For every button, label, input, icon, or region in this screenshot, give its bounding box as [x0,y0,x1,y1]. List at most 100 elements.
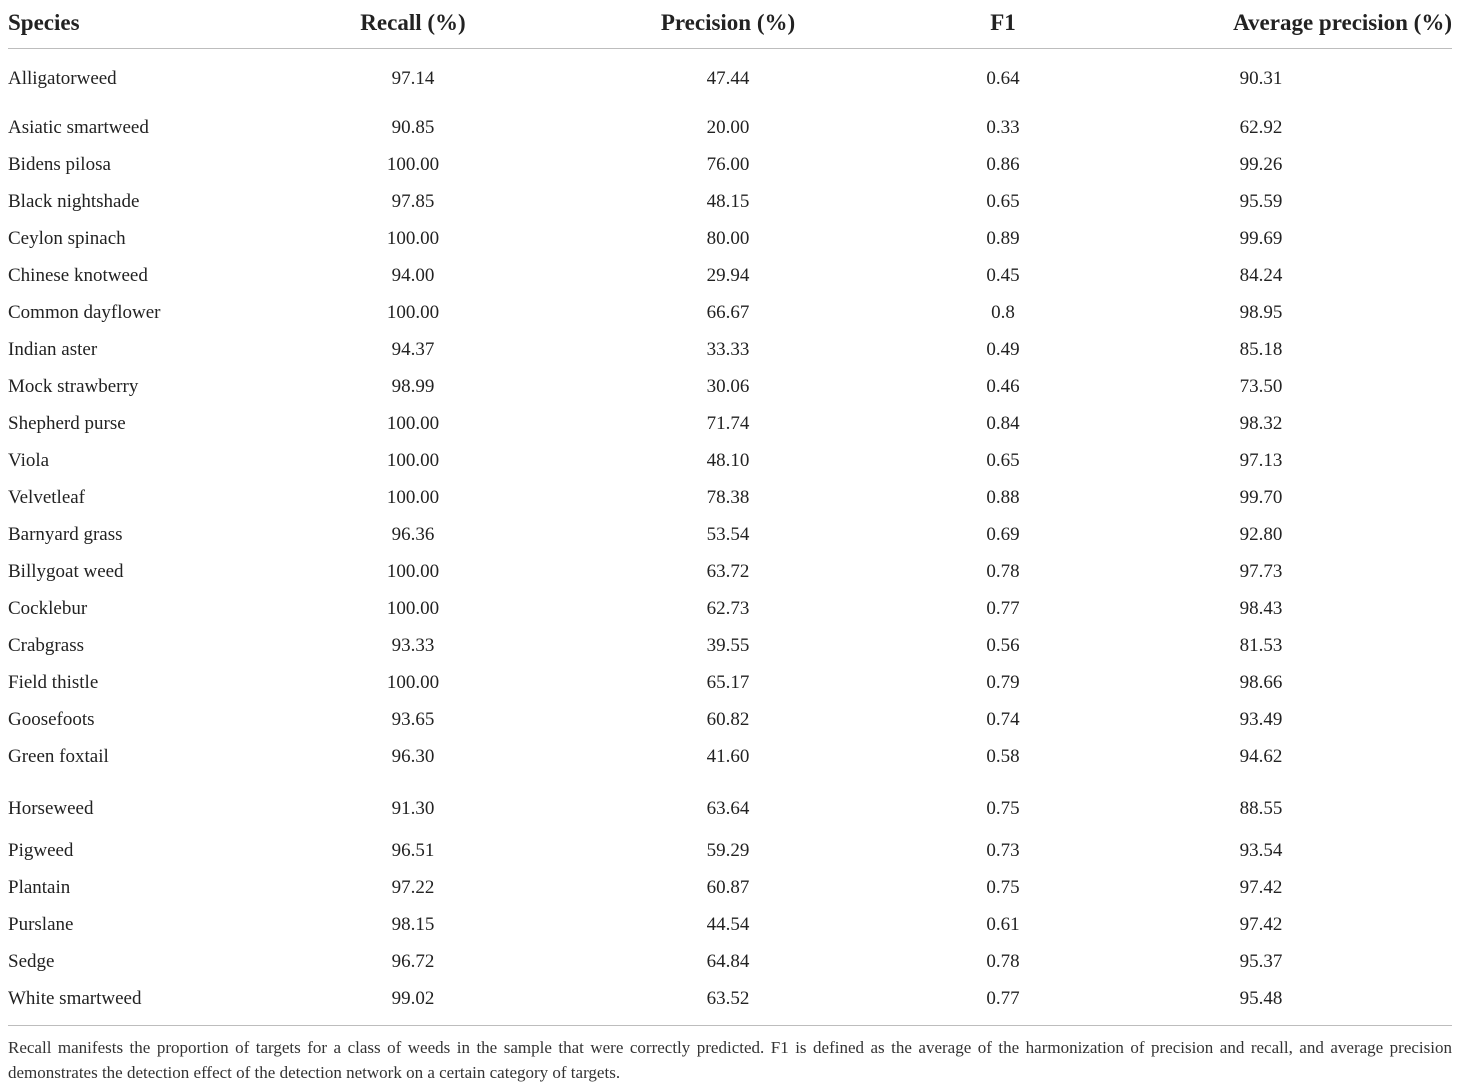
cell-f1: 0.65 [986,190,1020,212]
cell-average-precision: 99.26 [1239,153,1283,175]
table-row: Goosefoots 93.65 60.82 0.74 93.49 [8,701,1452,738]
cell-recall: 99.02 [391,988,435,1009]
cell-recall: 98.99 [391,375,435,397]
cell-precision: 63.72 [706,560,750,582]
cell-recall: 96.30 [391,745,435,767]
table-row: Viola 100.00 48.10 0.65 97.13 [8,442,1452,479]
cell-average-precision: 94.62 [1239,745,1283,767]
results-table: Species Recall (%) Precision (%) F1 Aver… [8,0,1452,1018]
cell-precision: 78.38 [706,486,750,508]
cell-average-precision: 92.80 [1239,523,1283,545]
cell-f1: 0.46 [986,375,1020,397]
cell-species: Bidens pilosa [8,153,111,175]
cell-f1: 0.58 [986,745,1020,767]
cell-species: Chinese knotweed [8,264,148,286]
cell-precision: 39.55 [706,634,750,656]
cell-average-precision: 98.95 [1239,301,1283,323]
cell-species: Velvetleaf [8,486,86,508]
header-f1: F1 [936,0,1070,49]
cell-species: Billygoat weed [8,560,124,582]
cell-species: Viola [8,449,50,471]
table-row: Black nightshade 97.85 48.15 0.65 95.59 [8,183,1452,220]
cell-recall: 96.51 [391,839,435,861]
cell-f1: 0.65 [986,449,1020,471]
table-row: Chinese knotweed 94.00 29.94 0.45 84.24 [8,257,1452,294]
table-row: Mock strawberry 98.99 30.06 0.46 73.50 [8,368,1452,405]
table-row: Velvetleaf 100.00 78.38 0.88 99.70 [8,479,1452,516]
cell-f1: 0.56 [986,634,1020,656]
cell-recall: 94.37 [391,338,435,360]
cell-average-precision: 93.49 [1239,708,1283,730]
table-row: Field thistle 100.00 65.17 0.79 98.66 [8,664,1452,701]
cell-recall: 100.00 [386,227,440,249]
table-row: Common dayflower 100.00 66.67 0.8 98.95 [8,294,1452,331]
cell-recall: 90.85 [391,116,435,138]
cell-f1: 0.89 [986,227,1020,249]
cell-precision: 80.00 [706,227,750,249]
table-row: Alligatorweed 97.14 47.44 0.64 90.31 [8,49,1452,110]
cell-recall: 97.85 [391,190,435,212]
header-precision: Precision (%) [520,0,936,49]
table-row: Purslane 98.15 44.54 0.61 97.42 [8,906,1452,943]
cell-recall: 97.14 [391,68,435,89]
table-row: Asiatic smartweed 90.85 20.00 0.33 62.92 [8,109,1452,146]
cell-species: Indian aster [8,338,98,360]
cell-average-precision: 95.37 [1239,950,1283,972]
cell-species: Crabgrass [8,634,84,656]
results-table-container: Species Recall (%) Precision (%) F1 Aver… [8,0,1452,1018]
cell-precision: 48.15 [706,190,750,212]
table-row: Sedge 96.72 64.84 0.78 95.37 [8,943,1452,980]
cell-f1: 0.49 [986,338,1020,360]
cell-precision: 66.67 [706,301,750,323]
cell-species: Pigweed [8,839,74,861]
cell-average-precision: 98.66 [1239,671,1283,693]
cell-f1: 0.79 [986,671,1020,693]
cell-f1: 0.75 [986,876,1020,898]
cell-precision: 30.06 [706,375,750,397]
table-header-row: Species Recall (%) Precision (%) F1 Aver… [8,0,1452,49]
cell-average-precision: 90.31 [1239,68,1283,89]
cell-f1: 0.88 [986,486,1020,508]
cell-average-precision: 93.54 [1239,839,1283,861]
cell-species: Cocklebur [8,597,88,619]
cell-precision: 76.00 [706,153,750,175]
cell-recall: 96.72 [391,950,435,972]
table-row: Green foxtail 96.30 41.60 0.58 94.62 [8,738,1452,775]
cell-f1: 0.33 [986,116,1020,138]
cell-average-precision: 88.55 [1239,797,1283,819]
cell-species: White smartweed [8,988,142,1009]
table-row: Pigweed 96.51 59.29 0.73 93.54 [8,832,1452,869]
cell-precision: 60.82 [706,708,750,730]
cell-precision: 64.84 [706,950,750,972]
cell-species: Sedge [8,950,55,972]
cell-species: Ceylon spinach [8,227,126,249]
cell-f1: 0.61 [986,913,1020,935]
cell-average-precision: 98.43 [1239,597,1283,619]
cell-species: Shepherd purse [8,412,126,434]
cell-precision: 53.54 [706,523,750,545]
cell-species: Alligatorweed [8,68,117,89]
cell-average-precision: 95.48 [1239,988,1283,1009]
cell-precision: 44.54 [706,913,750,935]
cell-species: Goosefoots [8,708,95,730]
cell-precision: 41.60 [706,745,750,767]
cell-average-precision: 97.73 [1239,560,1283,582]
cell-recall: 98.15 [391,913,435,935]
cell-f1: 0.75 [986,797,1020,819]
cell-precision: 65.17 [706,671,750,693]
cell-recall: 100.00 [386,301,440,323]
cell-average-precision: 73.50 [1239,375,1283,397]
cell-species: Field thistle [8,671,99,693]
table-row: Cocklebur 100.00 62.73 0.77 98.43 [8,590,1452,627]
cell-recall: 100.00 [386,486,440,508]
table-footnote: Recall manifests the proportion of targe… [8,1038,1452,1082]
cell-recall: 100.00 [386,597,440,619]
cell-precision: 62.73 [706,597,750,619]
table-row: Barnyard grass 96.36 53.54 0.69 92.80 [8,516,1452,553]
cell-precision: 33.33 [706,338,750,360]
cell-average-precision: 97.13 [1239,449,1283,471]
cell-precision: 63.64 [706,797,750,819]
cell-f1: 0.69 [986,523,1020,545]
cell-average-precision: 85.18 [1239,338,1283,360]
cell-f1: 0.84 [986,412,1020,434]
